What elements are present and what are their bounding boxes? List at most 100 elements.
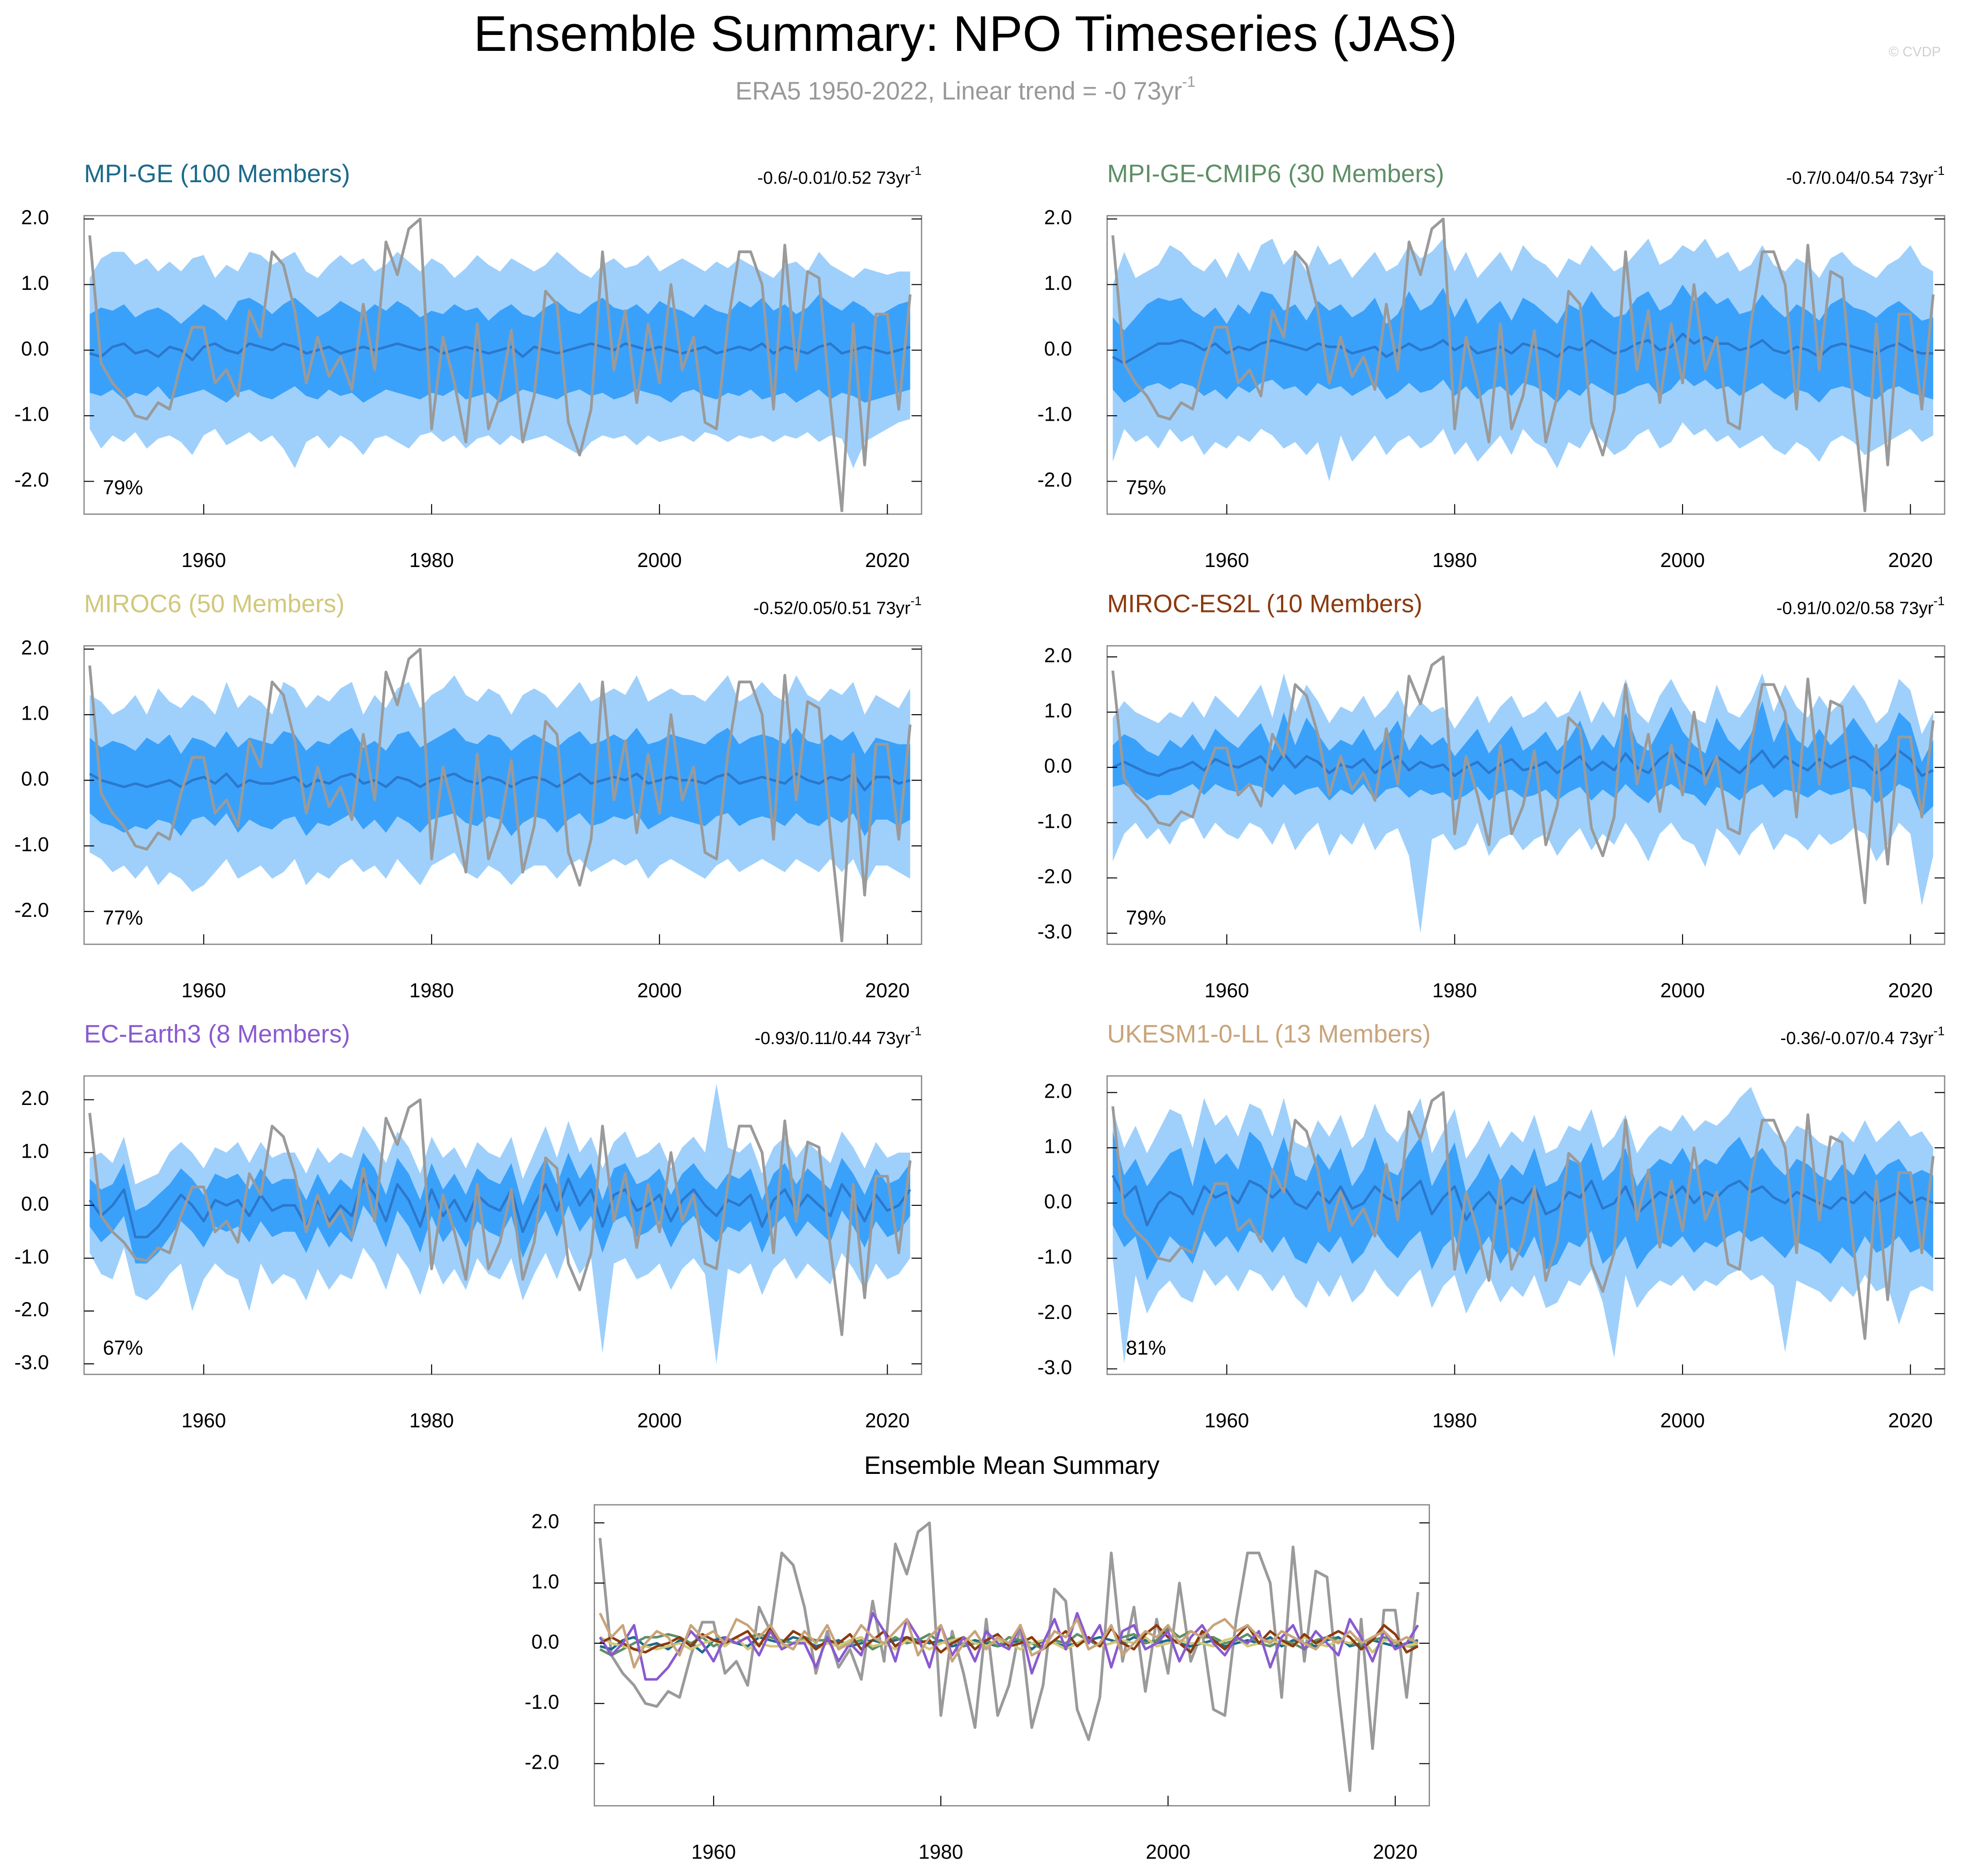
x-tick-label: 2020: [865, 980, 909, 1002]
x-tick-label: 1980: [409, 980, 454, 1002]
y-tick-label: 2.0: [1044, 644, 1072, 667]
ensemble-mean-line: [89, 1177, 911, 1239]
x-tick-label: 1960: [691, 1841, 736, 1863]
stats-text: -0.6/-0.01/0.52 73yr: [757, 169, 910, 188]
y-tick-label: 0.0: [531, 1631, 559, 1653]
y-tick-label: -1.0: [525, 1691, 559, 1713]
plot-frame: [83, 645, 923, 945]
era5-line: [88, 1098, 912, 1336]
x-tick-label: 2000: [1660, 980, 1705, 1002]
panel-title: MIROC6 (50 Members): [84, 590, 344, 618]
figure-title: Ensemble Summary: NPO Timeseries (JAS): [474, 6, 1457, 62]
y-tick-label: -2.0: [1038, 1301, 1072, 1324]
plot-frame: [1106, 1075, 1946, 1375]
panel-stats: -0.93/0.11/0.44 73yr-1: [755, 1024, 921, 1048]
y-tick-label: -2.0: [15, 469, 49, 491]
panel-title: MIROC-ES2L (10 Members): [1107, 590, 1422, 618]
era5-line: [598, 1521, 1420, 1792]
y-tick-label: -3.0: [1038, 921, 1072, 943]
pattern-correlation: 75%: [1126, 477, 1166, 499]
pattern-correlation: 79%: [103, 477, 143, 499]
y-tick-label: 0.0: [21, 338, 49, 360]
panel-title: MPI-GE-CMIP6 (30 Members): [1107, 159, 1444, 188]
x-tick-label: 1960: [181, 549, 226, 572]
model-mean-line: [599, 1612, 1419, 1669]
stats-text: -0.91/0.02/0.58 73yr: [1777, 599, 1934, 618]
panel-title: EC-Earth3 (8 Members): [84, 1020, 350, 1048]
x-tick-label: 1960: [1205, 1410, 1249, 1432]
x-tick-label: 1980: [409, 549, 454, 572]
panel-title: UKESM1-0-LL (13 Members): [1107, 1020, 1431, 1048]
subtitle-text: ERA5 1950-2022, Linear trend = -0 73yr: [735, 77, 1182, 105]
x-tick-label: 2000: [1660, 549, 1705, 572]
x-tick-label: 2020: [1888, 980, 1933, 1002]
y-tick-label: -2.0: [1038, 469, 1072, 491]
ensemble-mean-line: [1112, 332, 1933, 365]
era5-line: [88, 647, 912, 943]
summary-title: Ensemble Mean Summary: [864, 1451, 1160, 1479]
panel-stats: -0.91/0.02/0.58 73yr-1: [1777, 594, 1945, 618]
y-tick-label: -1.0: [1038, 403, 1072, 426]
x-tick-label: 1960: [181, 980, 226, 1002]
y-tick-label: 1.0: [21, 1140, 49, 1162]
inner-band: [1112, 701, 1933, 817]
panel-stats: -0.36/-0.07/0.4 73yr-1: [1780, 1024, 1945, 1048]
credit: © CVDP: [1889, 45, 1941, 60]
y-tick-label: -2.0: [15, 899, 49, 921]
panel-stats: -0.52/0.05/0.51 73yr-1: [753, 594, 921, 618]
y-tick-label: 1.0: [1044, 700, 1072, 722]
y-tick-label: -1.0: [15, 1246, 49, 1268]
model-mean-line: [599, 1612, 1419, 1681]
y-tick-label: 0.0: [1044, 755, 1072, 777]
era5-line: [1111, 655, 1935, 904]
x-tick-label: 2020: [1888, 1410, 1933, 1432]
y-tick-label: -1.0: [15, 833, 49, 856]
x-tick-label: 2000: [1660, 1410, 1705, 1432]
inner-band: [89, 727, 910, 836]
y-tick-label: -1.0: [1038, 810, 1072, 832]
y-tick-label: 1.0: [1044, 272, 1072, 294]
x-tick-label: 2020: [1888, 549, 1933, 572]
y-tick-label: 2.0: [21, 1087, 49, 1110]
plot-frame: [83, 215, 923, 515]
y-tick-label: 0.0: [1044, 1191, 1072, 1213]
era5-line: [1111, 1091, 1935, 1340]
x-tick-label: 1980: [1432, 549, 1477, 572]
ensemble-mean-line: [1112, 1174, 1934, 1227]
y-tick-label: -3.0: [1038, 1356, 1072, 1378]
x-tick-label: 1980: [1432, 1410, 1477, 1432]
plot-frame: [594, 1504, 1430, 1806]
ensemble-mean-line: [89, 342, 911, 362]
stats-superscript: -1: [1933, 1024, 1945, 1038]
x-tick-label: 2000: [637, 980, 682, 1002]
panel-stats: -0.7/0.04/0.54 73yr-1: [1786, 164, 1945, 188]
pattern-correlation: 77%: [103, 907, 143, 929]
stats-superscript: -1: [910, 594, 922, 608]
stats-superscript: -1: [910, 164, 922, 178]
subtitle-superscript: -1: [1182, 74, 1195, 90]
pattern-correlation: 67%: [103, 1337, 143, 1359]
x-tick-label: 1980: [409, 1410, 454, 1432]
stats-text: -0.93/0.11/0.44 73yr: [755, 1029, 910, 1048]
pattern-correlation: 79%: [1126, 907, 1166, 929]
y-tick-label: 2.0: [1044, 1080, 1072, 1102]
stats-superscript: -1: [1933, 594, 1945, 608]
y-tick-label: 1.0: [21, 272, 49, 294]
plot-frame: [1106, 645, 1946, 945]
y-tick-label: 2.0: [21, 207, 49, 229]
y-tick-label: -1.0: [15, 403, 49, 426]
x-tick-label: 1960: [181, 1410, 226, 1432]
pattern-correlation: 81%: [1126, 1337, 1166, 1359]
x-tick-label: 2000: [1146, 1841, 1190, 1863]
era5-line: [1111, 217, 1935, 513]
y-tick-label: -3.0: [15, 1351, 49, 1373]
figure-subtitle: ERA5 1950-2022, Linear trend = -0 73yr-1: [735, 74, 1196, 105]
x-tick-label: 2000: [637, 549, 682, 572]
plot-frame: [1106, 215, 1946, 515]
panel-stats: -0.6/-0.01/0.52 73yr-1: [757, 164, 922, 188]
stats-superscript: -1: [910, 1024, 922, 1038]
y-tick-label: 1.0: [21, 702, 49, 725]
plot-frame: [83, 1075, 923, 1375]
era5-line: [88, 217, 912, 513]
